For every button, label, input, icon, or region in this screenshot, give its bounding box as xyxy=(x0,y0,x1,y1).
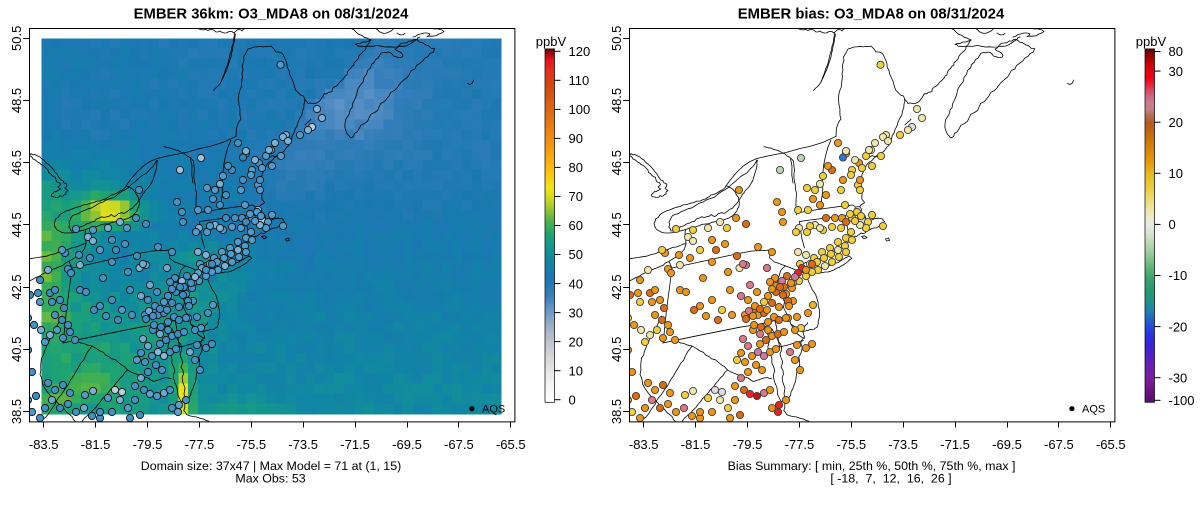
svg-text:20: 20 xyxy=(569,334,583,349)
svg-text:-79.5: -79.5 xyxy=(133,437,163,452)
svg-text:80: 80 xyxy=(1169,44,1183,59)
svg-text:-79.5: -79.5 xyxy=(733,437,763,452)
svg-text:30: 30 xyxy=(1169,64,1183,79)
svg-text:-83.5: -83.5 xyxy=(29,437,59,452)
svg-text:-75.5: -75.5 xyxy=(236,437,266,452)
svg-text:110: 110 xyxy=(569,73,590,88)
svg-text:AQS: AQS xyxy=(1082,404,1105,416)
svg-text:10: 10 xyxy=(1169,166,1183,181)
svg-text:EMBER bias: O3_MDA8 on 08/31/2: EMBER bias: O3_MDA8 on 08/31/2024 xyxy=(738,7,1005,23)
svg-text:42.5: 42.5 xyxy=(9,274,24,299)
svg-text:60: 60 xyxy=(569,218,583,233)
svg-text:90: 90 xyxy=(569,131,583,146)
svg-text:-30: -30 xyxy=(1169,370,1188,385)
svg-text:-73.5: -73.5 xyxy=(288,437,318,452)
svg-text:-83.5: -83.5 xyxy=(629,437,659,452)
svg-text:Bias Summary: [ min, 25th %, 5: Bias Summary: [ min, 25th %, 50th %, 75t… xyxy=(728,459,1016,473)
svg-text:-71.5: -71.5 xyxy=(340,437,370,452)
svg-text:-69.5: -69.5 xyxy=(392,437,422,452)
svg-text:100: 100 xyxy=(569,102,591,117)
svg-text:-77.5: -77.5 xyxy=(785,437,815,452)
svg-text:-77.5: -77.5 xyxy=(185,437,215,452)
svg-text:50.5: 50.5 xyxy=(9,26,24,51)
svg-text:48.5: 48.5 xyxy=(9,88,24,113)
svg-text:70: 70 xyxy=(569,189,583,204)
svg-text:Max Obs: 53: Max Obs: 53 xyxy=(235,472,305,486)
svg-text:40.5: 40.5 xyxy=(9,337,24,362)
svg-text:-20: -20 xyxy=(1169,319,1188,334)
svg-text:38.5: 38.5 xyxy=(609,399,624,424)
svg-text:-100: -100 xyxy=(1169,393,1195,408)
svg-text:40: 40 xyxy=(569,276,583,291)
svg-text:-65.5: -65.5 xyxy=(496,437,526,452)
svg-text:44.5: 44.5 xyxy=(609,212,624,237)
svg-text:-67.5: -67.5 xyxy=(444,437,474,452)
svg-text:50.5: 50.5 xyxy=(609,26,624,51)
svg-text:0: 0 xyxy=(1169,217,1176,232)
svg-text:-65.5: -65.5 xyxy=(1096,437,1126,452)
svg-text:-10: -10 xyxy=(1169,268,1188,283)
svg-text:-71.5: -71.5 xyxy=(940,437,970,452)
svg-text:46.5: 46.5 xyxy=(609,150,624,175)
svg-text:Domain size: 37x47 | Max Model: Domain size: 37x47 | Max Model = 71 at (… xyxy=(141,459,401,473)
svg-text:42.5: 42.5 xyxy=(609,274,624,299)
svg-text:20: 20 xyxy=(1169,115,1183,130)
svg-text:[ -18, 7, 12, 16, 26 ]: [ -18, 7, 12, 16, 26 ] xyxy=(830,472,951,486)
svg-text:40.5: 40.5 xyxy=(609,337,624,362)
svg-text:120: 120 xyxy=(569,44,591,59)
svg-text:ppbV: ppbV xyxy=(536,34,567,49)
svg-text:44.5: 44.5 xyxy=(9,212,24,237)
svg-text:AQS: AQS xyxy=(482,404,505,416)
svg-text:-67.5: -67.5 xyxy=(1044,437,1074,452)
svg-text:80: 80 xyxy=(569,160,583,175)
svg-text:50: 50 xyxy=(569,247,583,262)
svg-text:46.5: 46.5 xyxy=(9,150,24,175)
svg-text:-81.5: -81.5 xyxy=(681,437,711,452)
svg-text:-81.5: -81.5 xyxy=(81,437,111,452)
svg-text:48.5: 48.5 xyxy=(609,88,624,113)
svg-text:ppbV: ppbV xyxy=(1136,34,1167,49)
svg-text:-69.5: -69.5 xyxy=(992,437,1022,452)
svg-text:0: 0 xyxy=(569,392,576,407)
svg-text:10: 10 xyxy=(569,363,583,378)
svg-text:38.5: 38.5 xyxy=(9,399,24,424)
svg-text:30: 30 xyxy=(569,305,583,320)
svg-text:EMBER 36km: O3_MDA8 on 08/31/2: EMBER 36km: O3_MDA8 on 08/31/2024 xyxy=(134,7,409,23)
svg-text:-73.5: -73.5 xyxy=(888,437,918,452)
svg-text:-75.5: -75.5 xyxy=(836,437,866,452)
